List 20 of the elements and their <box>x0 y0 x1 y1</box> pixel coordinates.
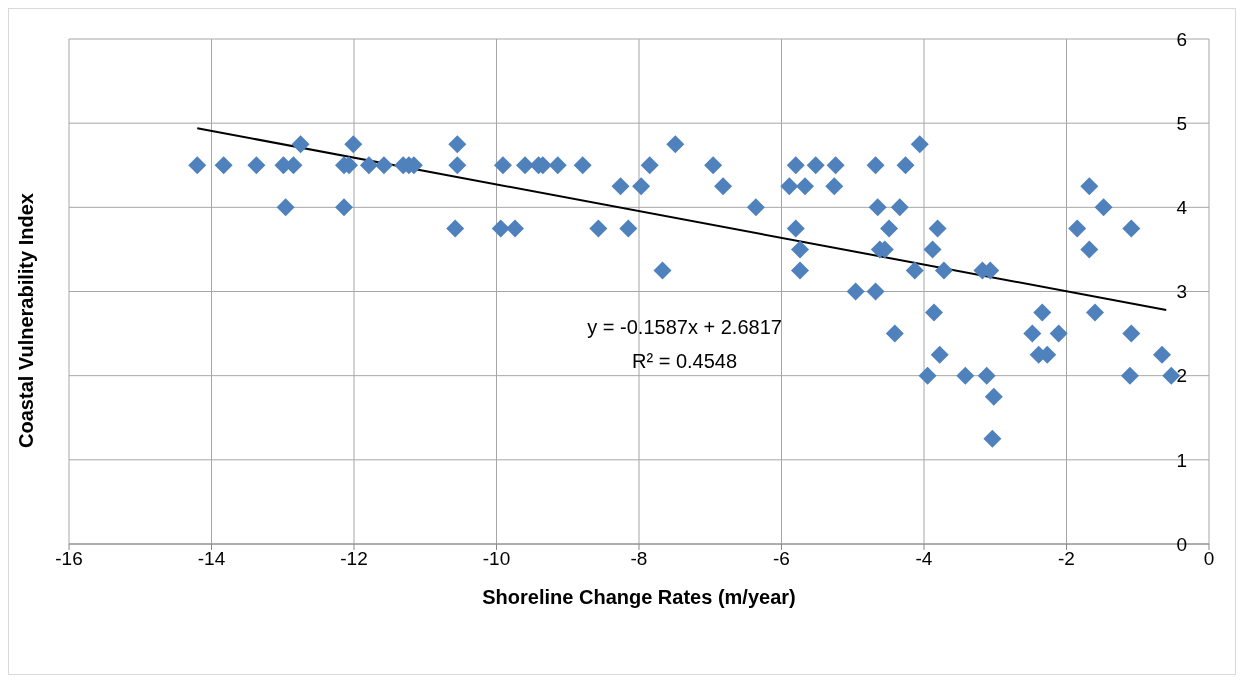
y-axis-title: Coastal Vulnerability Index <box>14 193 38 448</box>
y-tick-label: 5 <box>1176 112 1187 134</box>
x-tick-label: 0 <box>1203 548 1215 570</box>
x-tick-label: -12 <box>340 548 368 570</box>
x-tick-label: -6 <box>773 548 790 570</box>
y-tick-label: 0 <box>1176 533 1187 555</box>
x-axis-title: Shoreline Change Rates (m/year) <box>482 586 796 608</box>
y-tick-label: 6 <box>1176 28 1187 50</box>
y-tick-label: 3 <box>1176 281 1187 303</box>
y-tick-label: 1 <box>1176 449 1187 471</box>
x-tick-label: -8 <box>630 548 648 570</box>
x-tick-label: -10 <box>482 548 511 570</box>
y-tick-label: 4 <box>1176 197 1188 219</box>
y-tick-label: 2 <box>1176 365 1187 387</box>
annotation: R² = 0.4548 <box>632 350 738 373</box>
x-tick-label: -16 <box>55 548 83 570</box>
x-tick-label: -14 <box>197 548 226 570</box>
annotation: y = -0.1587x + 2.6817 <box>587 316 782 339</box>
x-tick-label: -4 <box>915 548 933 570</box>
x-tick-label: -2 <box>1058 548 1075 570</box>
